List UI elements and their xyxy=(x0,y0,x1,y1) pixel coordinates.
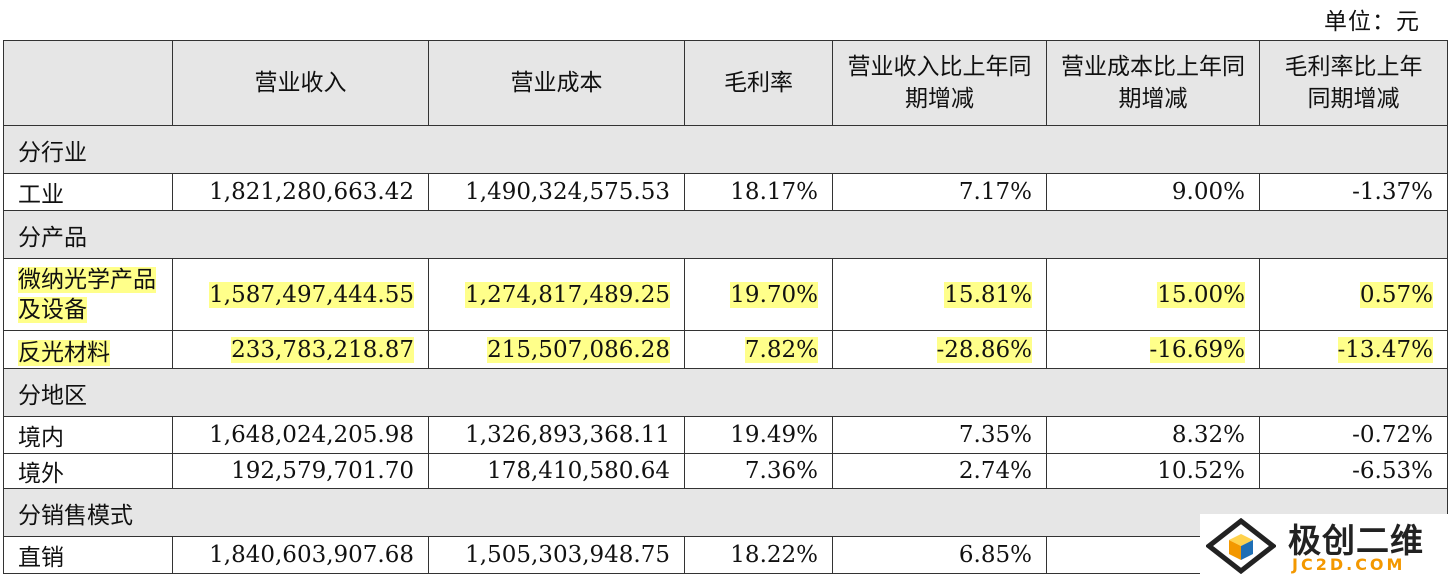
margin-value: 19.70% xyxy=(730,281,818,308)
revenue-cell: 1,587,497,444.55 xyxy=(172,258,429,331)
header-row: 营业收入 营业成本 毛利率 营业收入比上年同期增减 营业成本比上年同期增减 毛利… xyxy=(3,40,1448,126)
cost-cell: 178,410,580.64 xyxy=(428,453,685,489)
section-label: 分销售模式 xyxy=(3,488,1448,537)
table-row: 境外 192,579,701.70 178,410,580.64 7.36% 2… xyxy=(3,453,1448,489)
margin-change-cell: 0.57% xyxy=(1259,258,1448,331)
cube-logo-icon xyxy=(1206,518,1276,574)
margin-cell: 19.49% xyxy=(684,416,833,454)
watermark-text: 极创二维 xyxy=(1288,521,1424,560)
row-name-text: 反光材料 xyxy=(18,339,110,366)
rev-change-value: 15.81% xyxy=(944,281,1032,308)
table-row: 微纳光学产品及设备 1,587,497,444.55 1,274,817,489… xyxy=(3,258,1448,331)
cost-cell: 1,274,817,489.25 xyxy=(428,258,685,331)
section-row-industry: 分行业 xyxy=(3,125,1448,174)
watermark-url: JC2D.COM xyxy=(1292,555,1406,574)
row-name: 反光材料 xyxy=(3,330,173,369)
margin-value: 7.82% xyxy=(744,336,818,363)
cost-change-cell: 15.00% xyxy=(1046,258,1260,331)
revenue-value: 1,587,497,444.55 xyxy=(209,281,414,308)
table-row: 反光材料 233,783,218.87 215,507,086.28 7.82%… xyxy=(3,330,1448,369)
watermark: 极创二维 JC2D.COM xyxy=(1200,514,1452,578)
financial-table: 营业收入 营业成本 毛利率 营业收入比上年同期增减 营业成本比上年同期增减 毛利… xyxy=(3,40,1448,574)
revenue-cell: 233,783,218.87 xyxy=(172,330,429,369)
margin-change-cell: -0.72% xyxy=(1259,416,1448,454)
rev-change-cell: 6.85% xyxy=(832,536,1047,574)
margin-change-cell: -1.37% xyxy=(1259,173,1448,211)
row-name: 微纳光学产品及设备 xyxy=(3,258,173,331)
section-row-product: 分产品 xyxy=(3,210,1448,259)
cost-change-value: -16.69% xyxy=(1149,336,1245,363)
header-cell-cost-change: 营业成本比上年同期增减 xyxy=(1046,40,1260,126)
rev-change-cell: 7.17% xyxy=(832,173,1047,211)
revenue-cell: 192,579,701.70 xyxy=(172,453,429,489)
header-cell-margin: 毛利率 xyxy=(684,40,833,126)
rev-change-cell: 7.35% xyxy=(832,416,1047,454)
cost-cell: 1,326,893,368.11 xyxy=(428,416,685,454)
margin-change-value: 0.57% xyxy=(1359,281,1433,308)
revenue-value: 233,783,218.87 xyxy=(231,336,414,363)
header-cell-rev-change: 营业收入比上年同期增减 xyxy=(832,40,1047,126)
header-cell-name xyxy=(3,40,173,126)
table-row: 工业 1,821,280,663.42 1,490,324,575.53 18.… xyxy=(3,173,1448,211)
header-cell-cost: 营业成本 xyxy=(428,40,685,126)
cost-change-cell: 10.52% xyxy=(1046,453,1260,489)
table-row: 境内 1,648,024,205.98 1,326,893,368.11 19.… xyxy=(3,416,1448,454)
section-label: 分产品 xyxy=(3,210,1448,259)
header-cell-margin-change: 毛利率比上年同期增减 xyxy=(1259,40,1448,126)
section-row-sales-mode: 分销售模式 xyxy=(3,488,1448,537)
unit-label: 单位：元 xyxy=(1324,9,1420,35)
revenue-cell: 1,821,280,663.42 xyxy=(172,173,429,211)
row-name: 工业 xyxy=(3,173,173,211)
row-name-text: 微纳光学产品及设备 xyxy=(18,266,156,323)
rev-change-cell: 2.74% xyxy=(832,453,1047,489)
cost-cell: 215,507,086.28 xyxy=(428,330,685,369)
cost-change-value: 15.00% xyxy=(1157,281,1245,308)
cost-cell: 1,505,303,948.75 xyxy=(428,536,685,574)
header-cell-revenue: 营业收入 xyxy=(172,40,429,126)
cost-value: 215,507,086.28 xyxy=(487,336,670,363)
margin-cell: 19.70% xyxy=(684,258,833,331)
cost-change-cell: -16.69% xyxy=(1046,330,1260,369)
margin-cell: 7.36% xyxy=(684,453,833,489)
margin-cell: 7.82% xyxy=(684,330,833,369)
revenue-cell: 1,840,603,907.68 xyxy=(172,536,429,574)
cost-cell: 1,490,324,575.53 xyxy=(428,173,685,211)
rev-change-cell: -28.86% xyxy=(832,330,1047,369)
margin-cell: 18.17% xyxy=(684,173,833,211)
row-name: 直销 xyxy=(3,536,173,574)
row-name: 境外 xyxy=(3,453,173,489)
section-label: 分地区 xyxy=(3,368,1448,417)
cost-change-cell: 9.00% xyxy=(1046,173,1260,211)
rev-change-value: -28.86% xyxy=(936,336,1032,363)
cost-change-cell: 8.32% xyxy=(1046,416,1260,454)
section-label: 分行业 xyxy=(3,125,1448,174)
margin-change-value: -13.47% xyxy=(1337,336,1433,363)
rev-change-cell: 15.81% xyxy=(832,258,1047,331)
revenue-cell: 1,648,024,205.98 xyxy=(172,416,429,454)
margin-change-cell: -6.53% xyxy=(1259,453,1448,489)
cost-value: 1,274,817,489.25 xyxy=(465,281,670,308)
margin-cell: 18.22% xyxy=(684,536,833,574)
section-row-region: 分地区 xyxy=(3,368,1448,417)
margin-change-cell: -13.47% xyxy=(1259,330,1448,369)
row-name: 境内 xyxy=(3,416,173,454)
